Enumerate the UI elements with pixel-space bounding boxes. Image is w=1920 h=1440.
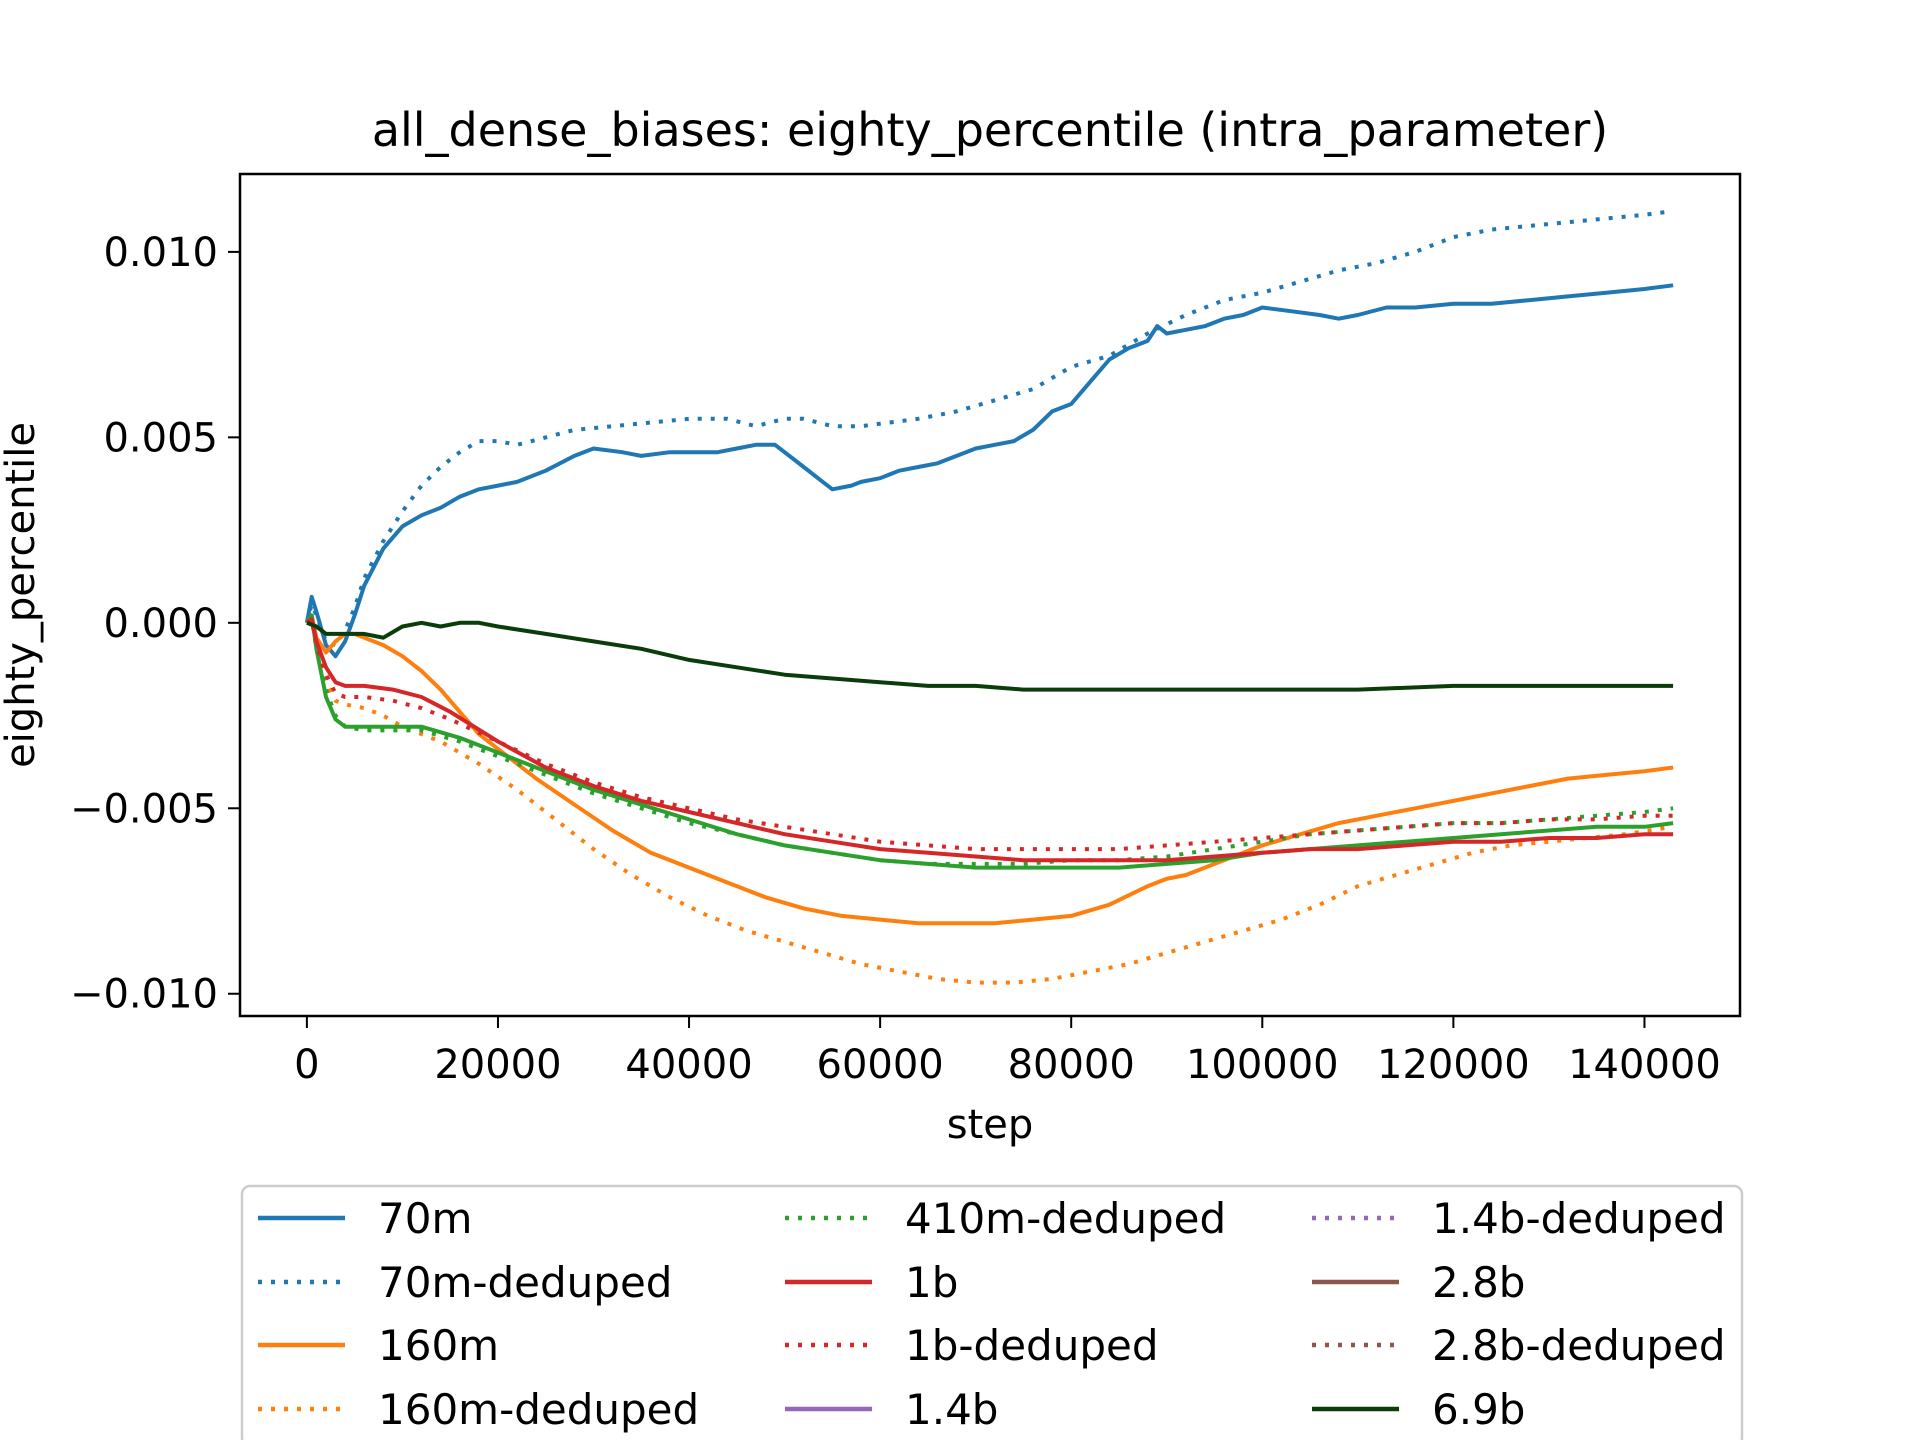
series-line-1	[304, 283, 1674, 659]
legend-label: 70m	[378, 1194, 472, 1243]
plot-frame	[238, 172, 1742, 1018]
y-axis-title: eighty_percentile	[0, 422, 44, 768]
legend-label: 160m-deduped	[378, 1385, 699, 1434]
legend-label: 70m-deduped	[378, 1258, 672, 1307]
x-tick-label: 80000	[1008, 1042, 1135, 1088]
legend-label: 1b	[905, 1258, 958, 1307]
legend: 70m 70m-deduped 160m 160m-deduped 410m-dedup…	[240, 1184, 1744, 1440]
y-axis: −0.010 −0.005 0.000 0.005 0.010	[70, 230, 240, 1018]
y-tick-label: 0.010	[103, 230, 218, 276]
x-tick-label: 20000	[434, 1042, 561, 1088]
legend-label: 410m-deduped	[905, 1194, 1226, 1243]
y-tick-label: 0.000	[103, 601, 218, 647]
x-tick-label: 100000	[1186, 1042, 1339, 1088]
legend-label: 1.4b-deduped	[1432, 1194, 1726, 1243]
chart-title: all_dense_biases: eighty_percentile (int…	[372, 103, 1608, 157]
series-line-7	[305, 617, 1674, 863]
y-tick-label: −0.010	[70, 972, 218, 1018]
legend-label: 2.8b-deduped	[1432, 1321, 1726, 1370]
series-line-4	[305, 617, 1674, 985]
x-axis-title: step	[947, 1102, 1034, 1148]
y-tick-label: −0.005	[70, 786, 218, 832]
plot-area	[304, 209, 1674, 985]
legend-label: 160m	[378, 1321, 499, 1370]
x-axis: 0 20000 40000 60000 80000 100000 120000 140000	[294, 1016, 1721, 1088]
x-tick-label: 0	[294, 1042, 319, 1088]
series-line-2	[304, 209, 1674, 648]
x-tick-label: 60000	[817, 1042, 944, 1088]
legend-label: 6.9b	[1432, 1385, 1525, 1434]
legend-label: 1b-deduped	[905, 1321, 1158, 1370]
legend-label: 1.4b	[905, 1385, 998, 1434]
x-tick-label: 40000	[625, 1042, 752, 1088]
series-line-6	[305, 613, 1674, 870]
x-tick-label: 140000	[1568, 1042, 1721, 1088]
series-line-5	[305, 617, 1674, 866]
series-line-3	[305, 613, 1674, 926]
legend-frame	[240, 1184, 1744, 1440]
y-tick-label: 0.005	[103, 415, 218, 461]
series-line-8	[305, 617, 1674, 852]
series-line-9	[306, 620, 1674, 692]
x-tick-label: 120000	[1377, 1042, 1530, 1088]
legend-label: 2.8b	[1432, 1258, 1525, 1307]
